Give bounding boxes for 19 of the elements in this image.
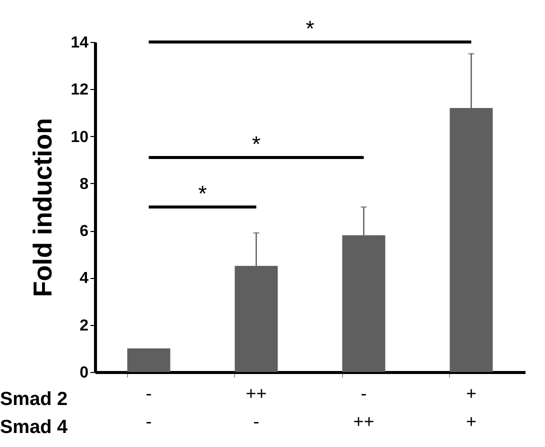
y-tick-label: 12	[70, 82, 89, 99]
y-tick-label: 4	[80, 270, 89, 288]
y-tick-label: 6	[80, 223, 89, 240]
annotation: *	[198, 181, 208, 206]
text: *	[306, 16, 315, 41]
x-tick-label: - -	[146, 384, 152, 432]
x-tick-label: ++ -	[246, 384, 267, 432]
y-axis-title: Fold induction	[28, 118, 58, 298]
y-tick-label: 8	[80, 176, 89, 193]
text: Smad 4	[0, 417, 68, 438]
x-tick-label: + +	[466, 384, 477, 432]
bar	[127, 348, 170, 372]
y-tick-label: 2	[80, 317, 89, 334]
annotation: *	[252, 132, 261, 156]
y-tick-label: 10	[70, 128, 89, 146]
y-tick-label: 0	[80, 364, 89, 382]
y-tick-label: 14	[70, 34, 89, 52]
text: Smad 2	[0, 389, 68, 410]
x-tick-label: - ++	[353, 384, 374, 432]
